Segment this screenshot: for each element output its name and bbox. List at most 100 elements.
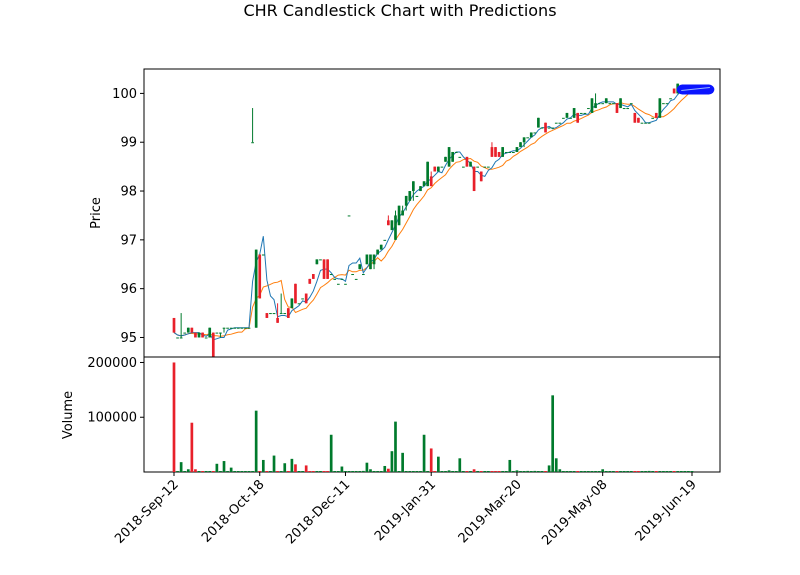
volume-bar <box>472 469 476 472</box>
candle-body <box>358 264 362 270</box>
candle <box>276 303 279 323</box>
candle <box>576 112 580 123</box>
candle <box>494 147 497 157</box>
candle <box>186 327 190 333</box>
volume-bar <box>687 471 690 472</box>
candle-body <box>458 156 462 158</box>
candle-body <box>272 313 276 315</box>
candle-body <box>394 215 397 240</box>
volume-bar <box>369 469 372 472</box>
candle-body <box>383 239 387 241</box>
candle <box>333 278 337 280</box>
candle-body <box>440 166 444 168</box>
price-y-tick-label: 97 <box>120 233 137 248</box>
candle <box>304 293 308 304</box>
candle-body <box>647 122 651 124</box>
volume-bar <box>483 471 487 472</box>
candle <box>354 278 358 280</box>
candle <box>612 103 615 105</box>
volume-bar <box>540 471 544 472</box>
candle-body <box>612 103 615 105</box>
volume-y-ticks: 100000 200000 <box>87 356 144 426</box>
candle <box>244 327 247 329</box>
candle <box>662 103 665 105</box>
candle-body <box>412 181 415 192</box>
price-axis-label: Price <box>89 197 104 229</box>
candle <box>211 332 215 357</box>
volume-bar <box>469 471 472 472</box>
volume-bar <box>283 463 287 472</box>
candle-body <box>551 127 555 129</box>
volume-bar <box>662 471 665 472</box>
volume-bar <box>376 471 379 472</box>
volume-bar <box>537 471 540 472</box>
volume-bar <box>372 471 376 472</box>
candle <box>265 313 269 318</box>
candle-body <box>544 122 547 133</box>
volume-bar <box>658 471 662 472</box>
price-y-ticks: 95 96 97 98 99 100 <box>112 87 144 346</box>
x-tick-label: 2019-Mar-20 <box>456 477 525 546</box>
candle-body <box>208 327 212 338</box>
volume-bar <box>576 471 580 472</box>
candle <box>647 122 651 124</box>
candle-body <box>372 254 376 265</box>
volume-bar <box>326 471 329 472</box>
prediction-line <box>681 87 710 91</box>
volume-bar <box>504 471 508 472</box>
candle <box>465 156 469 167</box>
candle <box>183 332 187 334</box>
volume-bar <box>544 471 547 472</box>
volume-bar <box>294 464 297 472</box>
x-tick-label: 2019-May-08 <box>539 477 610 548</box>
candle <box>340 278 344 280</box>
volume-bar <box>440 471 444 472</box>
volume-bar <box>301 471 304 472</box>
candle-body <box>490 147 494 157</box>
candle <box>308 278 312 284</box>
candle-body <box>469 161 472 167</box>
candle <box>197 332 201 338</box>
candle-body <box>487 166 490 168</box>
candle-body <box>429 176 433 187</box>
candle-body <box>479 171 483 182</box>
candle <box>551 127 555 129</box>
candle-body <box>387 220 390 226</box>
candle <box>533 132 537 134</box>
volume-bar <box>265 471 269 472</box>
volume-bar <box>194 469 197 472</box>
volume-bar <box>526 470 530 472</box>
ma-slow-line <box>173 92 693 337</box>
volume-bar <box>447 470 451 472</box>
volume-bar <box>512 471 515 472</box>
volume-bar <box>433 471 437 472</box>
x-tick-label: 2018-Dec-11 <box>283 477 353 547</box>
volume-y-tick-label: 200000 <box>87 356 137 371</box>
volume-bar <box>244 471 247 472</box>
volume-bar <box>587 471 590 472</box>
candle-body <box>236 327 240 329</box>
candle-body <box>594 103 597 109</box>
candle <box>387 215 390 226</box>
candle-body <box>519 142 522 148</box>
volume-bar <box>494 471 497 472</box>
candle <box>358 264 362 270</box>
candle-body <box>522 137 526 143</box>
candle <box>401 205 404 216</box>
volume-bar <box>562 471 565 472</box>
candle-body <box>390 220 394 231</box>
candle <box>629 103 633 105</box>
volume-bar <box>640 471 644 472</box>
candle <box>587 108 590 110</box>
candle <box>294 283 297 304</box>
candle-body <box>215 332 219 334</box>
candle-body <box>404 195 408 206</box>
volume-bar <box>401 452 404 472</box>
candle <box>644 122 647 124</box>
candle <box>508 151 512 153</box>
volume-bar <box>487 471 490 472</box>
volume-bar <box>479 471 483 472</box>
candle-body <box>619 98 622 109</box>
volume-bar <box>572 471 576 472</box>
candle-body <box>186 327 190 333</box>
